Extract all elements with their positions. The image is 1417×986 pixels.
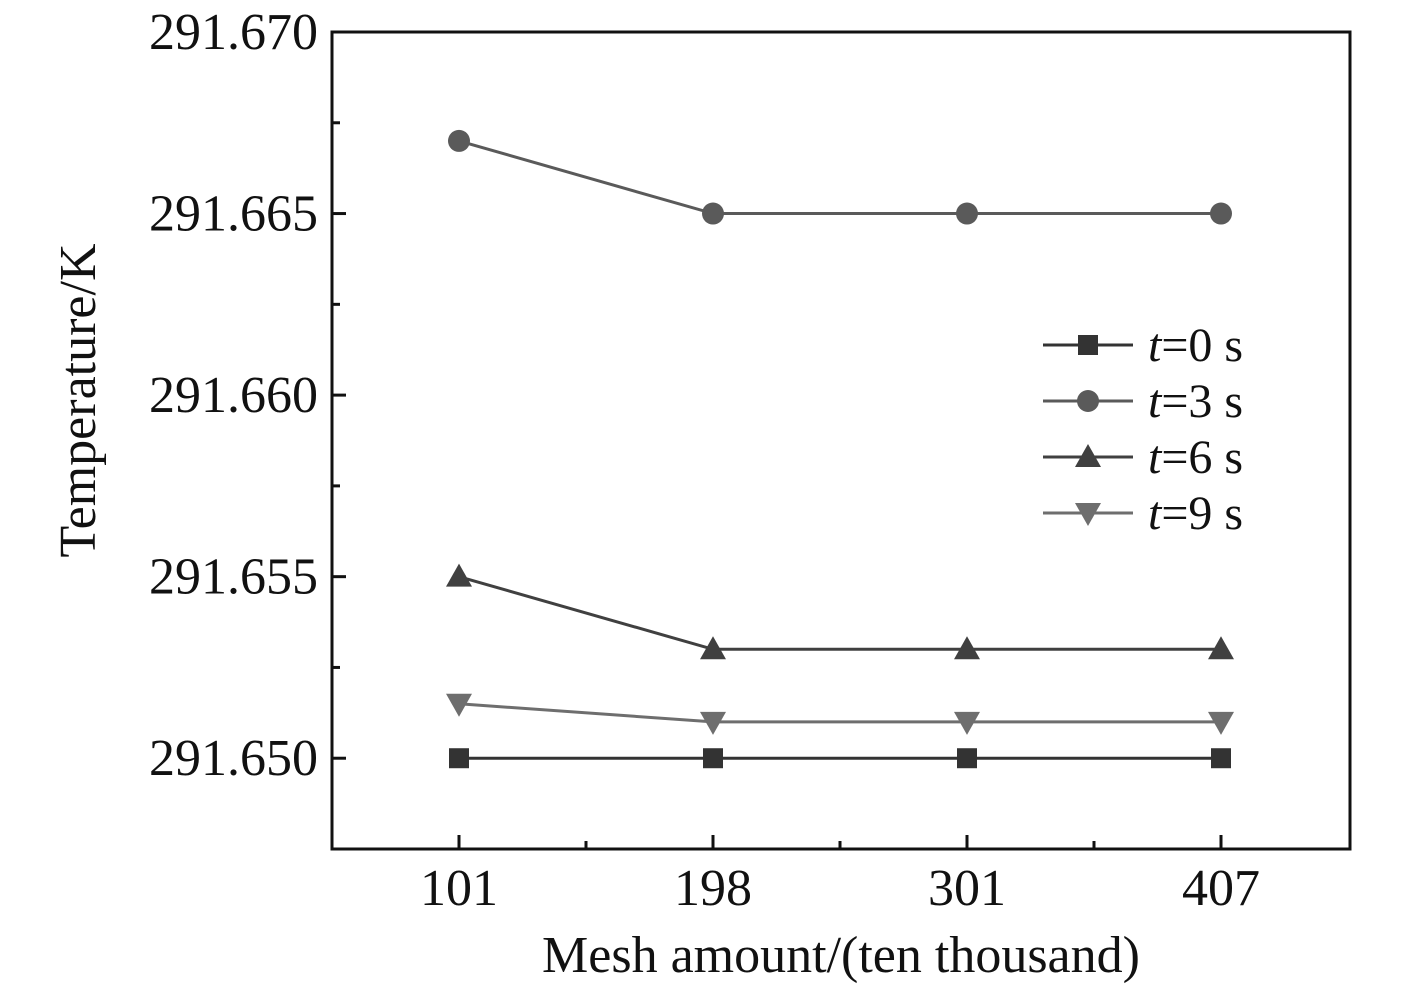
data-point — [700, 711, 726, 735]
legend-variable: t — [1148, 319, 1163, 372]
x-tick-label: 301 — [928, 860, 1006, 917]
y-axis-title: Temperature/K — [50, 243, 107, 557]
y-tick-label: 291.670 — [149, 4, 318, 61]
data-point — [1208, 711, 1234, 735]
legend-item: t=0 s — [1043, 319, 1243, 372]
y-tick-label: 291.655 — [149, 549, 318, 606]
legend-label: t=0 s — [1148, 319, 1243, 372]
y-axis: 291.650 291.655 291.660 291.665 291.670 — [149, 4, 346, 787]
legend: t=0 st=3 st=6 st=9 s — [1043, 319, 1243, 540]
legend-value: =3 s — [1161, 375, 1243, 428]
data-point — [700, 636, 726, 660]
series-line — [458, 139, 1221, 216]
data-point — [956, 202, 978, 225]
x-tick-label: 198 — [674, 860, 752, 917]
x-axis: 101 198 301 407 — [420, 835, 1260, 917]
legend-marker — [1077, 390, 1099, 412]
legend-item: t=3 s — [1043, 375, 1243, 428]
y-tick-label: 291.660 — [149, 367, 318, 424]
data-point — [1208, 636, 1234, 660]
data-point — [1210, 202, 1232, 225]
data-point — [448, 129, 470, 152]
x-axis-title: Mesh amount/(ten thousand) — [542, 927, 1140, 984]
data-point — [954, 711, 980, 735]
data-point — [446, 563, 472, 587]
data-point — [702, 202, 724, 225]
data-point — [1211, 748, 1231, 769]
series-line — [458, 702, 1221, 724]
legend-label: t=3 s — [1148, 375, 1243, 428]
legend-value: =9 s — [1161, 487, 1243, 540]
data-point — [957, 748, 977, 769]
legend-value: =6 s — [1161, 431, 1243, 484]
y-tick-label: 291.650 — [149, 730, 318, 787]
data-point — [703, 748, 723, 769]
legend-item: t=9 s — [1043, 487, 1243, 540]
x-tick-label: 101 — [420, 860, 498, 917]
data-point — [954, 636, 980, 660]
legend-marker — [1075, 444, 1101, 467]
legend-marker — [1078, 335, 1098, 355]
legend-marker — [1075, 503, 1101, 526]
y-tick-label: 291.665 — [149, 186, 318, 243]
x-tick-label: 407 — [1182, 860, 1260, 917]
legend-variable: t — [1148, 431, 1163, 484]
series-line — [458, 575, 1221, 651]
plot-series — [446, 129, 1234, 769]
data-point — [446, 693, 472, 717]
legend-variable: t — [1148, 375, 1163, 428]
data-point — [449, 748, 469, 769]
legend-item: t=6 s — [1043, 431, 1243, 484]
legend-value: =0 s — [1161, 319, 1243, 372]
legend-label: t=6 s — [1148, 431, 1243, 484]
legend-label: t=9 s — [1148, 487, 1243, 540]
legend-variable: t — [1148, 487, 1163, 540]
plot-frame — [330, 30, 1352, 851]
